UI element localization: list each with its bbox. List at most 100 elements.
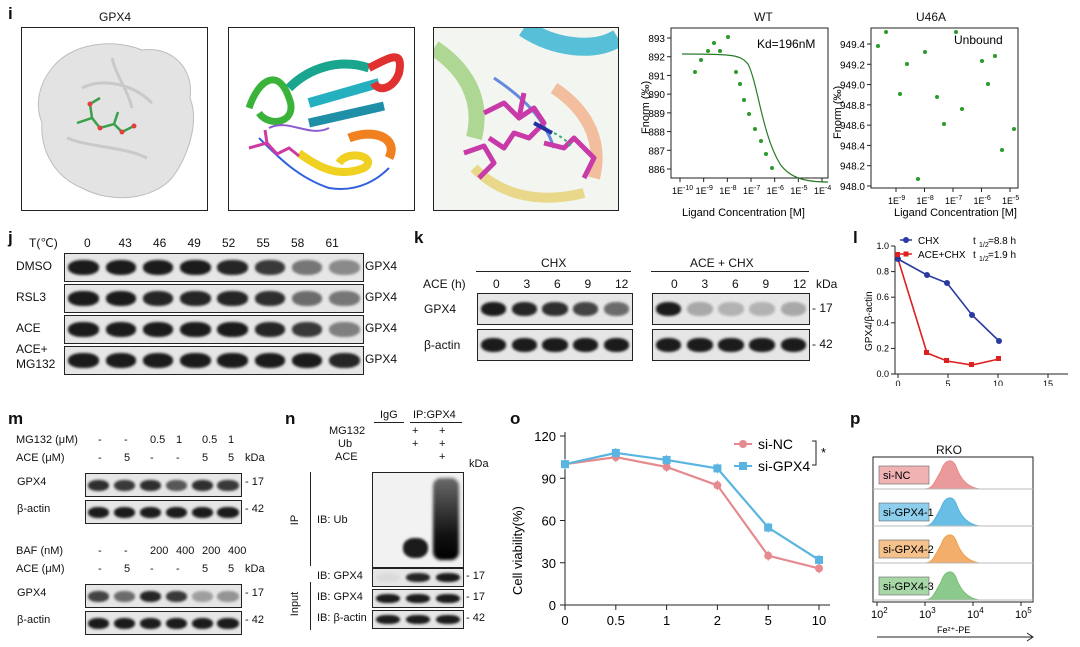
l-ytick: 0.6 (876, 292, 889, 302)
o-legend-label: si-NC (758, 436, 793, 452)
m-treat1-val: 0.5 (150, 434, 166, 446)
ip-gpx4-label: IP:GPX4 (413, 409, 456, 421)
cetsa-row-label: ACE+ MG132 (16, 342, 56, 371)
flow-sample-label: si-GPX4-3 (883, 581, 934, 593)
blot-band (375, 573, 401, 582)
cetsa-blot (64, 346, 364, 375)
u46a-point (993, 54, 997, 58)
blot-band (105, 291, 137, 306)
blot-band (191, 479, 213, 491)
blot-band (88, 479, 110, 491)
u46a-point (935, 95, 939, 99)
blot-band (139, 617, 162, 629)
m-treat1-val: - (98, 434, 102, 446)
u46a-mst-chart: Unbound 949.4 949.2 949.0 948.8 948.6 948.4 94… (832, 27, 1019, 219)
viability-chart: Cell viability(%) 120 90 60 30 0 0 0.5 1 2 5 10 s… (510, 429, 830, 628)
l-ytick: 1.0 (876, 241, 889, 251)
blot-band (718, 338, 744, 352)
wt-point (738, 82, 742, 86)
cetsa-blot (64, 253, 364, 282)
chase-row-label: GPX4 (424, 302, 457, 316)
l-xtick: 15 (1043, 379, 1053, 386)
blot-band (88, 590, 110, 602)
u46a-xtick: 1E-8 (917, 195, 934, 206)
blot-band (511, 338, 537, 352)
n-treat-val: + (439, 425, 446, 437)
n-row-label: IB: GPX4 (317, 570, 363, 582)
u46a-ylabel: Fnorm (‰) (832, 86, 844, 139)
l-ylabel: GPX4/β-actin (864, 291, 875, 351)
panel-p-label: p (850, 409, 861, 428)
m-treat2-val: - (176, 563, 180, 575)
chx-time: 6 (554, 277, 561, 291)
blot-band (139, 479, 162, 491)
o-series-line (564, 456, 820, 570)
blot-band (780, 302, 807, 316)
blot-band (88, 506, 110, 518)
blot-band (542, 302, 568, 316)
blot-band (217, 479, 239, 491)
l-legend-chx-thalf-t: t (973, 236, 976, 247)
flow-histogram (877, 497, 1031, 527)
n-treat-val: + (439, 451, 446, 463)
n-treat-val: + (412, 438, 419, 450)
blot-band (329, 291, 360, 306)
protein-surface-image (21, 27, 208, 211)
wt-ytick: 893 (648, 34, 665, 45)
blot-band (191, 617, 213, 629)
wt-xtick: 1E-10 (672, 185, 693, 196)
chx-time: 3 (523, 277, 531, 291)
wt-xtick: 1E-8 (719, 185, 736, 196)
blot-band (142, 291, 174, 306)
l-ytick: 0.0 (876, 369, 889, 379)
m-blot (85, 611, 242, 635)
u46a-ytick: 949.4 (840, 40, 865, 51)
blot-band (217, 260, 248, 275)
u46a-point (942, 122, 946, 126)
chx-point (924, 272, 930, 278)
o-ytick: 30 (542, 556, 556, 571)
m-treat2-val: 5 (124, 452, 131, 464)
wt-point (712, 41, 716, 45)
ip-bracket (306, 472, 311, 566)
cetsa-row-label: ACE (16, 321, 41, 335)
ace-chx-blot (652, 293, 810, 325)
o-ytick: 60 (542, 514, 556, 529)
n-treat-val: + (412, 425, 419, 437)
m-treat2-val: - (98, 563, 102, 575)
panel-i-label: i (8, 4, 13, 23)
u46a-point (905, 62, 909, 66)
u46a-xlabel: Ligand Concentration [M] (894, 207, 1017, 219)
wt-kd-label: Kd=196nM (757, 37, 815, 51)
p-xtick: 102 (871, 606, 888, 621)
cetsa-protein-label: GPX4 (365, 259, 398, 273)
n-row-kda: - 42 (466, 612, 485, 624)
blot-band (435, 594, 461, 603)
ace-chx-group-line (651, 271, 809, 272)
blot-band (573, 302, 599, 316)
u46a-point (1012, 127, 1016, 131)
n-row-label: IB: GPX4 (317, 591, 363, 603)
wt-point (693, 70, 697, 74)
blot-band (375, 615, 401, 624)
chx-point (895, 256, 901, 262)
blot-band (291, 260, 323, 275)
n-row-label: IB: Ub (317, 514, 348, 526)
temp-value: 61 (325, 236, 339, 250)
p-xtick: 103 (919, 606, 936, 621)
blot-band (329, 260, 360, 275)
temp-value: 46 (153, 236, 167, 250)
cetsa-blot (64, 284, 364, 313)
n-blot (372, 610, 464, 629)
blot-band (142, 322, 174, 337)
o-xtick: 0.5 (607, 613, 625, 628)
ace-chx-time: 6 (732, 277, 739, 291)
p-xtick: 105 (1015, 606, 1032, 621)
u46a-ytick: 949.0 (840, 81, 865, 92)
flow-histogram (877, 534, 1031, 564)
blot-band (435, 573, 461, 582)
wt-ytick: 887 (648, 146, 665, 157)
m-row-label: GPX4 (17, 587, 47, 599)
wt-point (699, 58, 703, 62)
blot-band (655, 302, 682, 316)
